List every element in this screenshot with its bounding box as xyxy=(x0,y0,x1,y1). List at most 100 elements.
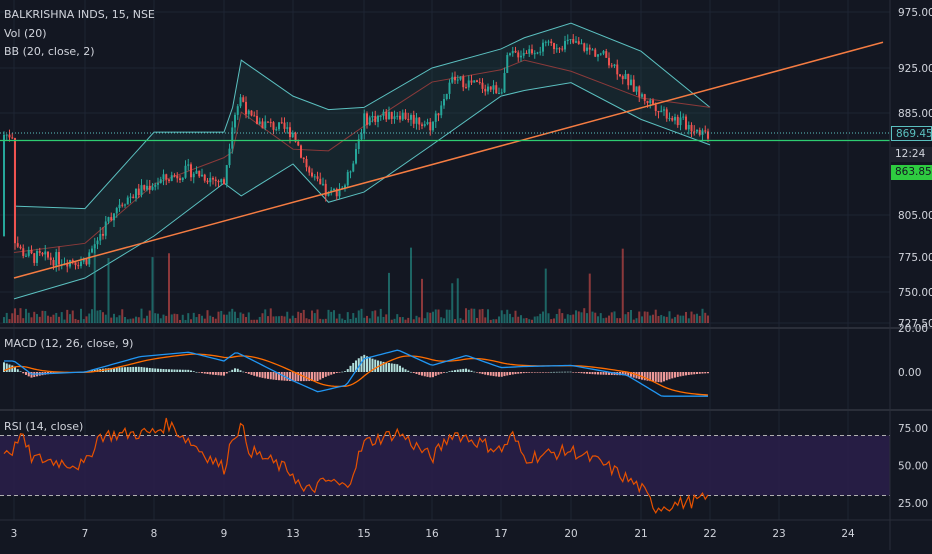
volume-bar xyxy=(412,319,415,323)
volume-bar xyxy=(190,319,192,323)
volume-bar xyxy=(30,317,33,323)
volume-bar xyxy=(663,316,665,323)
volume-bar xyxy=(591,311,594,323)
volume-bar xyxy=(44,311,47,323)
price-tick-label: 925.00 xyxy=(898,63,932,75)
volume-bar xyxy=(77,319,80,323)
candle-body xyxy=(580,43,583,45)
candle-body xyxy=(113,213,115,221)
macd-histogram-bar xyxy=(159,368,162,372)
volume-bar xyxy=(256,319,258,323)
indicator-rsi[interactable]: RSI (14, close) xyxy=(4,420,84,433)
volume-bar xyxy=(443,318,445,323)
volume-bar xyxy=(231,308,234,323)
macd-histogram-bar xyxy=(687,372,690,375)
macd-histogram-bar xyxy=(135,366,137,372)
volume-bar xyxy=(693,314,696,323)
candle-body xyxy=(91,248,93,253)
volume-bar xyxy=(701,308,704,323)
chart-title[interactable]: BALKRISHNA INDS, 15, NSE xyxy=(4,8,155,21)
candle-body xyxy=(286,127,289,129)
time-tick-label: 24 xyxy=(841,528,855,540)
volume-bar xyxy=(140,308,143,323)
volume-bar xyxy=(613,311,616,323)
candle-body xyxy=(437,113,440,116)
volume-bar xyxy=(635,318,638,323)
macd-histogram-bar xyxy=(223,372,225,376)
candle-body xyxy=(478,82,481,84)
macd-histogram-bar xyxy=(536,372,539,373)
candle-body xyxy=(192,173,195,178)
volume-bar xyxy=(154,313,157,323)
candle-body xyxy=(635,86,638,92)
time-tick-label: 22 xyxy=(703,528,716,540)
candle-body xyxy=(465,87,467,89)
candle-body xyxy=(492,85,495,90)
volume-bar xyxy=(181,314,184,323)
volume-bar xyxy=(214,318,217,323)
volume-bar xyxy=(143,318,146,323)
macd-histogram-bar xyxy=(707,372,709,374)
macd-histogram-bar xyxy=(693,372,696,375)
candle-body xyxy=(613,64,616,67)
candle-body xyxy=(690,124,693,132)
volume-bar xyxy=(316,309,319,323)
indicator-macd[interactable]: MACD (12, 26, close, 9) xyxy=(4,337,134,350)
macd-histogram-bar xyxy=(162,369,165,372)
candle-body xyxy=(544,41,547,43)
volume-bar xyxy=(660,314,663,323)
candle-body xyxy=(561,48,564,50)
indicator-bb[interactable]: BB (20, close, 2) xyxy=(4,45,95,58)
candle-body xyxy=(536,52,539,54)
macd-histogram-bar xyxy=(11,365,14,372)
volume-bar xyxy=(366,315,368,323)
candle-body xyxy=(657,111,660,113)
volume-bar xyxy=(280,315,283,323)
volume-bar xyxy=(418,317,421,323)
volume-bar xyxy=(682,315,685,323)
candle-body xyxy=(214,179,217,181)
candle-body xyxy=(330,190,333,193)
time-tick-label: 15 xyxy=(357,528,370,540)
volume-bar xyxy=(49,316,52,323)
macd-histogram-bar xyxy=(113,367,115,372)
candle-body xyxy=(154,184,157,187)
candle-body xyxy=(88,252,91,265)
candle-body xyxy=(198,170,201,177)
volume-bar xyxy=(14,308,16,323)
candle-body xyxy=(294,132,297,142)
macd-tick-label: 0.00 xyxy=(898,367,921,379)
macd-histogram-bar xyxy=(418,372,421,375)
macd-histogram-bar xyxy=(349,365,352,372)
macd-histogram-bar xyxy=(250,372,253,375)
candle-body xyxy=(698,129,701,135)
volume-bar xyxy=(324,318,327,323)
volume-bar xyxy=(674,317,676,323)
macd-histogram-bar xyxy=(632,372,635,378)
price-tick-label: 885.00 xyxy=(898,108,932,120)
macd-histogram-bar xyxy=(520,372,522,374)
candle-body xyxy=(283,122,286,129)
volume-bar xyxy=(313,313,316,323)
macd-histogram-bar xyxy=(630,372,632,377)
candle-body xyxy=(602,51,605,54)
macd-histogram-bar xyxy=(624,372,627,376)
volume-bar xyxy=(228,311,231,323)
volume-bar xyxy=(19,308,22,323)
macd-histogram-bar xyxy=(198,372,201,373)
candle-body xyxy=(473,80,476,83)
volume-bar xyxy=(275,316,278,323)
macd-histogram-bar xyxy=(423,372,426,377)
macd-histogram-bar xyxy=(239,370,242,372)
candle-body xyxy=(124,204,126,206)
candle-body xyxy=(261,121,264,129)
volume-bar xyxy=(566,314,569,323)
volume-bar xyxy=(638,311,641,323)
candle-body xyxy=(555,48,558,50)
volume-bar xyxy=(88,313,91,323)
candle-body xyxy=(652,100,654,105)
volume-bar xyxy=(643,311,646,323)
volume-bar xyxy=(80,308,82,323)
indicator-volume[interactable]: Vol (20) xyxy=(4,27,47,40)
macd-histogram-bar xyxy=(448,371,451,372)
